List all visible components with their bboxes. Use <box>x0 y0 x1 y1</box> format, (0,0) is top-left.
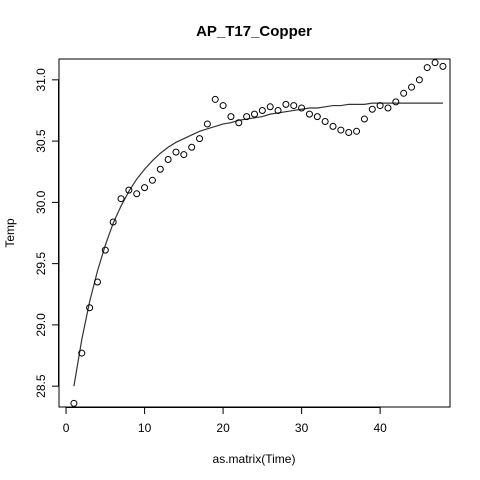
data-point <box>282 100 290 108</box>
x-tick-label: 20 <box>216 421 230 435</box>
data-point <box>109 218 117 226</box>
data-point <box>148 176 156 184</box>
data-point <box>235 119 243 127</box>
y-tick-label: 28.5 <box>34 374 48 398</box>
data-point <box>266 103 274 111</box>
data-point <box>141 184 149 192</box>
data-point <box>329 122 337 130</box>
data-point <box>70 399 78 407</box>
chart-title: AP_T17_Copper <box>196 23 312 40</box>
y-axis-label: Temp <box>3 218 17 248</box>
data-point <box>156 165 164 173</box>
data-point <box>211 95 219 103</box>
data-point <box>360 115 368 123</box>
data-point <box>384 104 392 112</box>
data-points-layer <box>70 59 447 407</box>
data-point <box>78 349 86 357</box>
data-point <box>93 278 101 286</box>
data-point <box>251 110 258 118</box>
data-point <box>180 151 188 159</box>
data-point <box>117 195 125 203</box>
data-point <box>196 135 204 143</box>
data-point <box>258 106 266 114</box>
x-tick-label: 10 <box>138 421 152 435</box>
y-tick-label: 30.0 <box>34 190 48 214</box>
data-point <box>298 104 306 112</box>
data-point <box>172 148 180 156</box>
data-point <box>164 155 172 163</box>
data-point <box>125 186 133 194</box>
data-point <box>188 143 196 151</box>
data-point <box>415 76 423 84</box>
data-point <box>274 106 282 114</box>
x-tick-label: 0 <box>63 421 70 435</box>
data-point <box>219 102 227 110</box>
x-tick-label: 40 <box>373 421 387 435</box>
y-tick-label: 30.5 <box>34 129 48 153</box>
data-point <box>353 127 361 135</box>
data-point <box>439 62 447 70</box>
data-point <box>345 129 353 137</box>
data-point <box>133 190 141 198</box>
y-tick-label: 29.5 <box>34 252 48 276</box>
y-tick-label: 29.0 <box>34 313 48 337</box>
x-axis-label: as.matrix(Time) <box>213 452 296 466</box>
data-point <box>423 64 431 72</box>
data-point <box>86 304 94 312</box>
x-tick-label: 30 <box>295 421 309 435</box>
data-point <box>305 110 313 118</box>
data-point <box>227 113 235 121</box>
y-tick-label: 31.0 <box>34 68 48 92</box>
data-point <box>321 117 329 125</box>
data-point <box>337 126 345 134</box>
axes: 0 10 20 30 40 28.5 29.0 29.5 30.0 30.5 31.0 <box>34 68 387 435</box>
data-point <box>313 113 321 121</box>
data-point <box>243 113 251 121</box>
data-point <box>368 105 376 113</box>
data-point <box>392 98 400 106</box>
data-point <box>431 59 439 67</box>
data-point <box>101 246 109 254</box>
data-point <box>400 89 408 97</box>
data-point <box>408 83 416 91</box>
data-point <box>376 102 384 110</box>
data-point <box>290 102 298 110</box>
data-point <box>203 120 211 128</box>
